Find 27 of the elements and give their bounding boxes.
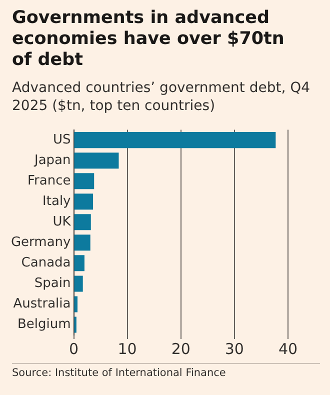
y-tick-label: France	[28, 173, 71, 188]
y-tick-label: US	[52, 132, 71, 148]
y-tick-label: Belgium	[17, 317, 71, 332]
bar	[74, 296, 78, 312]
x-tick-label: 0	[68, 340, 79, 358]
chart-title: Governments in advanced economies have over $70tn of debt	[12, 8, 286, 71]
bar	[74, 234, 90, 251]
bar	[74, 132, 276, 148]
x-tick-label: 30	[224, 340, 244, 358]
source-note: Source: Institute of International Finance	[12, 367, 227, 380]
bar	[74, 173, 94, 190]
y-tick-label: Italy	[42, 194, 72, 209]
bar	[74, 214, 91, 230]
y-tick-label: Japan	[33, 152, 71, 168]
x-tick-label: 20	[171, 340, 190, 358]
y-tick-label: Canada	[21, 256, 71, 271]
bar	[74, 194, 94, 210]
bar	[74, 152, 119, 169]
y-tick-label: Australia	[13, 296, 71, 312]
bar	[74, 276, 83, 292]
y-tick-label: Spain	[34, 276, 71, 292]
x-tick-label: 10	[118, 340, 137, 358]
y-tick-label: UK	[52, 214, 72, 230]
x-tick-label: 40	[278, 340, 298, 358]
y-tick-label: Germany	[10, 235, 72, 250]
chart-subtitle: Advanced countries’ government debt, Q4 2025 ($tn, top ten countries)	[12, 79, 312, 115]
bar	[74, 255, 84, 272]
